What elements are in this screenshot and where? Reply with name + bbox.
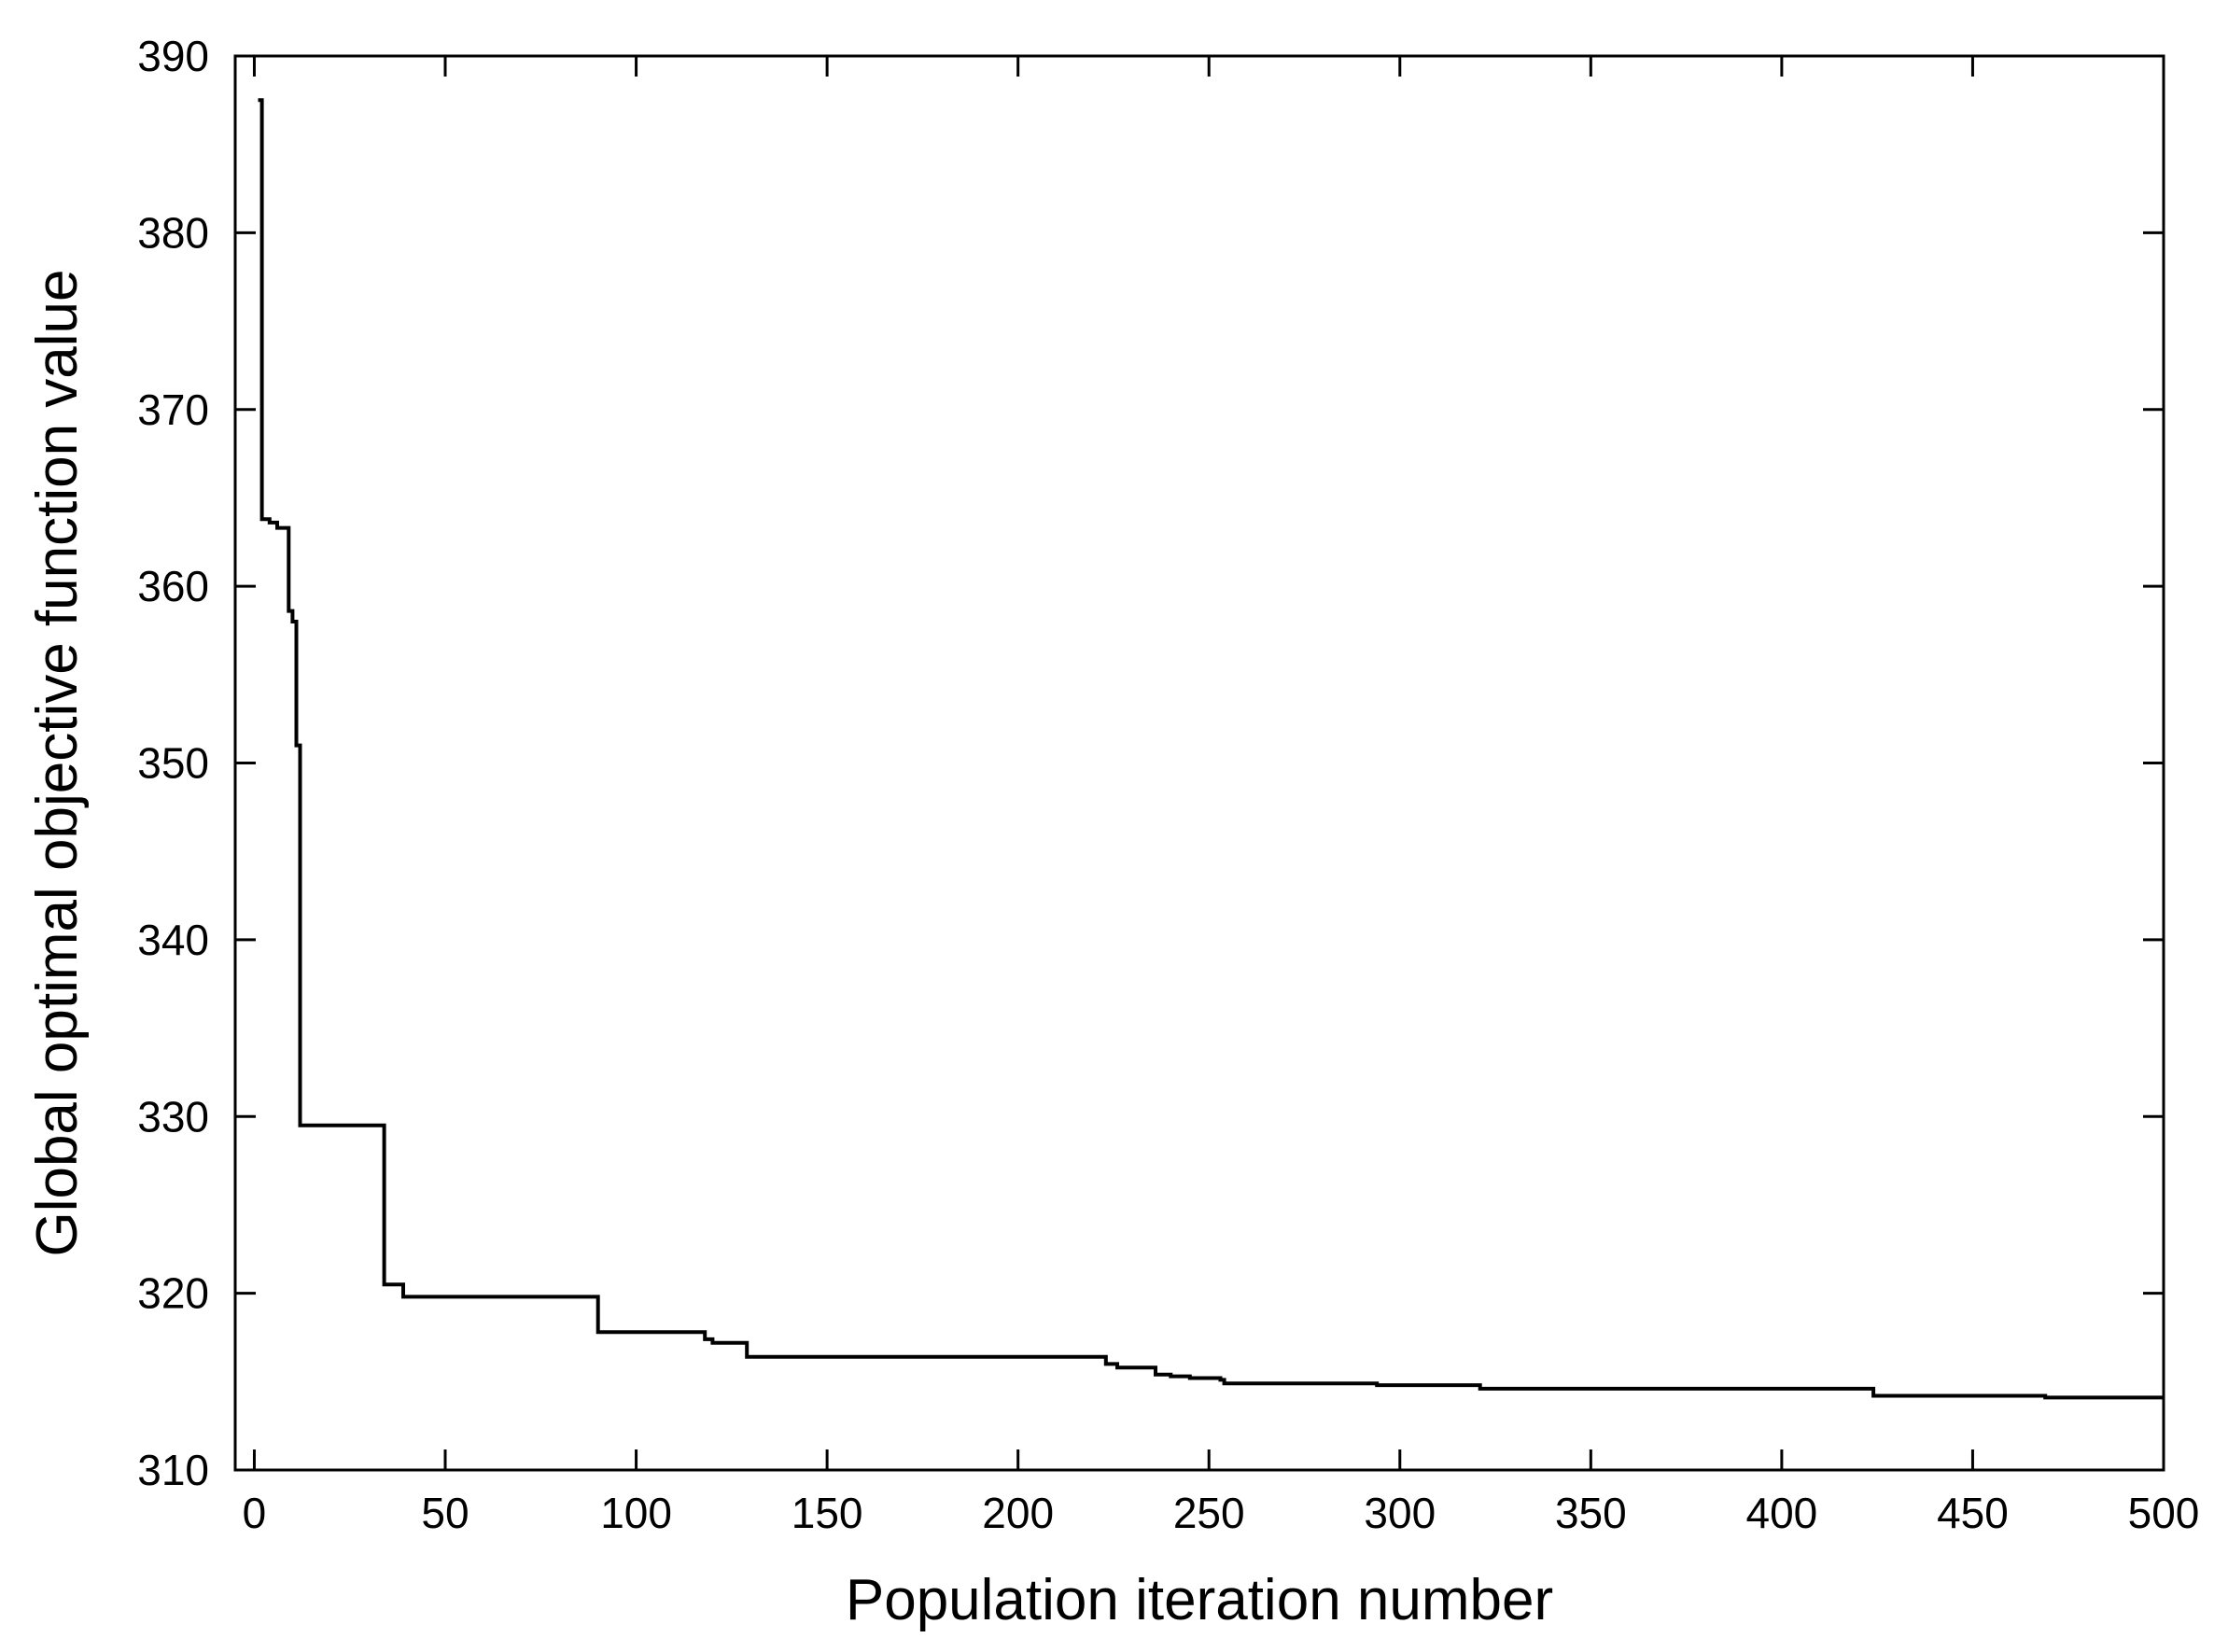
y-tick-label: 370 bbox=[137, 385, 209, 434]
y-tick-label: 390 bbox=[137, 32, 209, 80]
y-tick-label: 320 bbox=[137, 1269, 209, 1318]
y-tick-label: 330 bbox=[137, 1092, 209, 1141]
x-tick-label: 400 bbox=[1746, 1489, 1818, 1537]
x-tick-label: 300 bbox=[1364, 1489, 1436, 1537]
x-axis-title: Population iteration number bbox=[846, 1568, 1553, 1632]
series-line-0 bbox=[258, 98, 2164, 1400]
y-tick-label: 380 bbox=[137, 208, 209, 257]
y-tick-label: 340 bbox=[137, 916, 209, 964]
x-tick-label: 250 bbox=[1173, 1489, 1245, 1537]
x-tick-label: 100 bbox=[600, 1489, 672, 1537]
x-tick-label: 450 bbox=[1937, 1489, 2009, 1537]
x-tick-label: 0 bbox=[243, 1489, 267, 1537]
x-tick-label: 150 bbox=[792, 1489, 863, 1537]
x-tick-label: 200 bbox=[982, 1489, 1054, 1537]
plot-area-frame bbox=[233, 54, 2165, 1472]
y-tick-label: 360 bbox=[137, 562, 209, 610]
x-tick-label: 350 bbox=[1555, 1489, 1627, 1537]
line-layer bbox=[258, 98, 2164, 1400]
x-tick-label: 500 bbox=[2128, 1489, 2200, 1537]
y-axis-title: Global optimal objective function value bbox=[25, 269, 90, 1256]
y-tick-label: 350 bbox=[137, 739, 209, 788]
labels-layer: 0 50 100 150 200 250 300 350 400 450 500 310 320 330 3… bbox=[137, 32, 2199, 1537]
x-tick-label: 50 bbox=[421, 1489, 469, 1537]
y-tick-label: 310 bbox=[137, 1446, 209, 1494]
